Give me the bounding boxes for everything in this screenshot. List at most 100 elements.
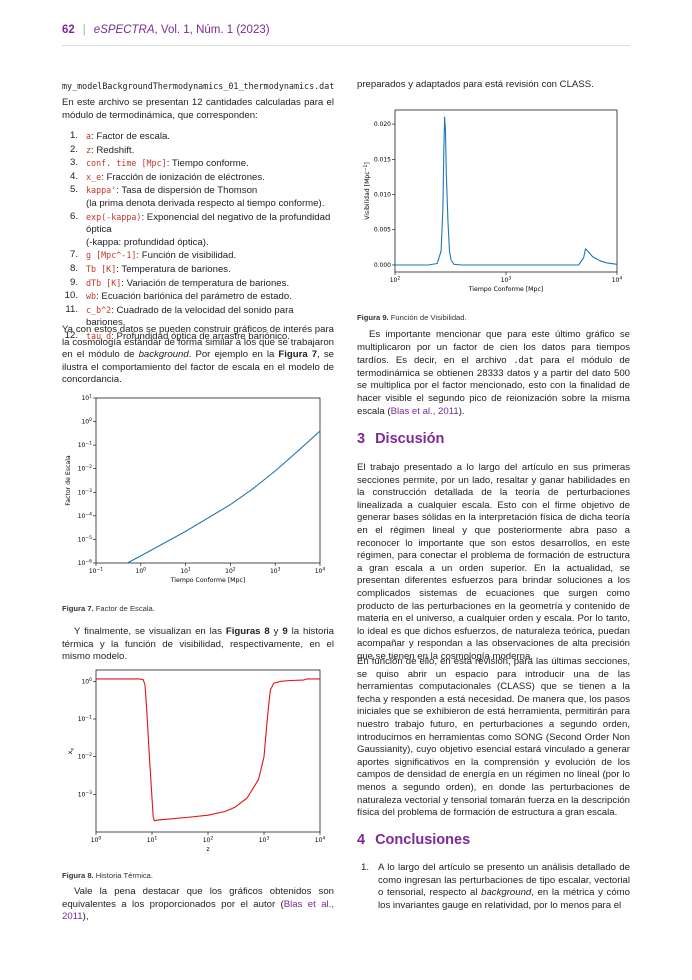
list-number: 7.	[69, 249, 78, 261]
text: y	[269, 626, 283, 637]
header-separator: |	[82, 24, 86, 36]
x-tick-label: 103	[259, 836, 270, 845]
list-item: 9. dTb [K]: Variación de temperatura de b…	[62, 277, 334, 291]
figure-9-caption: Figura 9. Función de Visibilidad.	[357, 312, 467, 325]
x-tick-label: 102	[225, 567, 236, 576]
citation-link[interactable]: Blas et al., 2011	[390, 405, 459, 417]
quantity-code: kappa'	[86, 185, 117, 196]
quantity-description: : Ecuación bariónica del parámetro de es…	[96, 291, 292, 303]
x-tick-label: 101	[180, 567, 191, 576]
inline-code: .dat	[513, 355, 534, 366]
y-tick-label: 0.020	[374, 121, 391, 128]
list-item: 11. c_b^2: Cuadrado de la velocidad del s…	[62, 304, 334, 330]
y-tick-label: 10−1	[78, 715, 92, 724]
list-item: 1. a: Factor de escala.	[62, 130, 334, 144]
text-italic: background	[481, 887, 532, 899]
text: Y finalmente, se visualizan en las	[74, 626, 226, 637]
figure-8-thermal-history-chart: 100 101 102 103 104 10−3 10−2 10−1 100 z xe	[67, 669, 326, 853]
data-series-line	[395, 116, 618, 266]
intro-paragraph: En este archivo se presentan 12 cantidad…	[62, 97, 334, 121]
quantity-description: : Exponencial del negativo de la profund…	[86, 211, 331, 236]
y-tick-label: 10−5	[78, 535, 92, 544]
x-tick-label: 101	[147, 836, 158, 845]
caption-text: Función de Visibilidad.	[388, 313, 467, 322]
section-number: 3	[357, 431, 366, 447]
text: Ya con estos datos se pueden construir g…	[62, 324, 334, 361]
quantity-description: : Factor de escala.	[91, 131, 170, 142]
quantity-description: : Tasa de dispersión de Thomson	[116, 185, 258, 197]
y-tick-label: 10−1	[78, 441, 92, 450]
y-axis-label: xe	[67, 748, 76, 755]
text: ),	[82, 911, 89, 923]
list-number: 1.	[361, 862, 370, 873]
text: la historia térmica y la función de visi…	[62, 626, 334, 663]
list-number: 10.	[64, 290, 78, 302]
citation-link[interactable]: Blas et al., 2011	[62, 898, 334, 923]
filename: my_modelBackgroundThermodynamics_01_ther…	[62, 81, 335, 91]
quantities-list: 1. a: Factor de escala. 2. z: Redshift. 3. co…	[62, 130, 334, 344]
text: . Por ejemplo en la	[188, 349, 279, 361]
y-tick-label: 10−3	[78, 790, 92, 799]
text: A lo largo del artículo se presento un a…	[378, 862, 630, 899]
plot-frame	[95, 669, 321, 833]
section-3-heading: 3 Discusión	[357, 431, 445, 447]
list-number: 4.	[69, 170, 78, 182]
plot-frame	[95, 397, 321, 564]
quantity-code: z	[86, 144, 92, 155]
section-number: 4	[357, 832, 366, 848]
y-tick-label: 10−3	[78, 488, 92, 497]
figure-7-caption: Figura 7. Factor de Escala.	[62, 603, 155, 616]
section-title: Discusión	[375, 431, 445, 447]
caption-label: Figura 9.	[357, 313, 389, 322]
section-4-heading: 4 Conclusiones	[357, 832, 471, 848]
x-axis-label: Tiempo Conforme [Mpc]	[468, 286, 544, 293]
quantity-code: Tb [K]	[86, 263, 117, 274]
x-tick-label: 104	[315, 836, 326, 845]
y-tick-label: 0.015	[374, 156, 391, 163]
caption-label: Figura 8.	[62, 871, 94, 880]
x-tick-label: 103	[270, 567, 281, 576]
list-item: 8. Tb [K]: Temperatura de bariones.	[62, 263, 334, 277]
y-tick-label: 100	[81, 417, 92, 426]
data-series-line	[96, 678, 320, 822]
quantity-description: : Tiempo conforme.	[166, 158, 249, 170]
page-number: 62	[62, 24, 75, 36]
quantity-description: : Profundidad óptica de arrastre barióni…	[111, 330, 290, 342]
paragraph-fig8-9: Y finalmente, se visualizan en las Figur…	[62, 626, 334, 664]
x-axis-label: Tiempo Conforme [Mpc]	[170, 577, 246, 584]
paragraph-equivalence: Vale la pena destacar que los gráficos o…	[62, 886, 334, 924]
list-item: 6. exp(-kappa): Exponencial del negativo …	[62, 211, 334, 250]
paragraph-visibility-note: Es importante mencionar que para este úl…	[357, 329, 630, 418]
list-number: 1.	[69, 130, 78, 141]
quantity-note: (-kappa: profundidad óptica).	[86, 236, 209, 248]
section-title: Conclusiones	[375, 832, 471, 848]
conclusion-text: A lo largo del artículo se presento un a…	[378, 862, 630, 912]
y-tick-label: 10−4	[78, 511, 92, 520]
y-tick-label: 0.000	[374, 262, 391, 269]
quantity-code: c_b^2	[86, 304, 112, 315]
quantity-description: : Función de visibilidad.	[136, 250, 237, 262]
quantity-code: tau_d	[86, 330, 112, 341]
y-tick-label: 0.010	[374, 192, 391, 199]
x-tick-label: 102	[203, 836, 214, 845]
quantity-code: conf. time [Mpc]	[86, 158, 167, 169]
text: ).	[458, 405, 465, 417]
figure-ref: 9	[282, 626, 288, 637]
plot-frame	[394, 109, 618, 273]
quantity-code: exp(-kappa)	[86, 211, 142, 222]
text: , se ilustra el comportamiento del facto…	[62, 349, 334, 386]
quantity-code: g [Mpc^-1]	[86, 250, 137, 261]
list-item: 12. tau_d: Profundidad óptica de arrastre…	[62, 330, 334, 344]
conclusion-item-1: 1. A lo largo del artículo se presento u…	[357, 862, 630, 912]
quantity-note: (la prima denota derivada respecto al ti…	[86, 197, 325, 209]
y-tick-label: 10−2	[78, 752, 92, 761]
list-number: 3.	[69, 157, 78, 169]
y-tick-label: 10−2	[78, 464, 92, 473]
quantity-description: : Temperatura de bariones.	[116, 263, 231, 275]
list-number: 8.	[69, 262, 78, 274]
figure-ref: Figuras 8	[225, 626, 270, 637]
y-axis-label: Visibilidad [Mpc−1]	[363, 162, 371, 220]
list-item: 5. kappa': Tasa de dispersión de Thomson(…	[62, 184, 334, 210]
text: para el módulo de termodinámica se obtie…	[357, 355, 630, 417]
header-rule	[62, 45, 630, 46]
